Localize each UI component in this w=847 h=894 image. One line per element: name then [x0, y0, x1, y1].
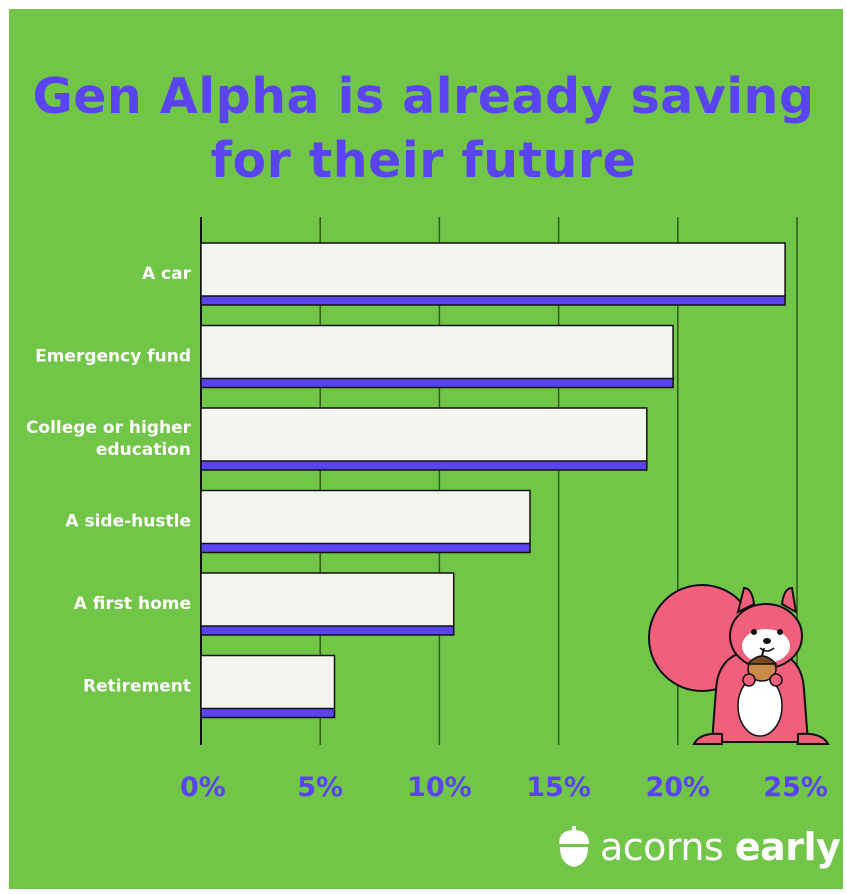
brand-word-early: early — [734, 825, 841, 869]
x-tick-label: 25% — [763, 772, 828, 803]
x-tick-labels: 0% 5% 10% 15% 20% 25% — [180, 772, 828, 803]
category-label: A first home — [74, 594, 191, 614]
x-tick-label: 0% — [180, 772, 226, 803]
category-labels: A car Emergency fund College or highereduc… — [26, 264, 192, 697]
chart-title-line2: for their future — [210, 132, 637, 189]
squirrel-mascot-icon — [648, 584, 830, 745]
bar — [200, 572, 455, 627]
bar — [200, 489, 531, 545]
category-label: College or higher — [26, 418, 192, 438]
brand-word-acorns: acorns — [600, 825, 724, 869]
x-tick-label: 10% — [407, 772, 472, 803]
brand-wordmark: acorns early — [600, 825, 841, 869]
category-label: Emergency fund — [35, 347, 191, 367]
category-label: education — [96, 440, 191, 460]
chart-title-line1: Gen Alpha is already saving — [32, 68, 815, 125]
x-tick-label: 20% — [645, 772, 710, 803]
category-label: A car — [142, 264, 192, 284]
acorn-icon — [559, 826, 589, 867]
x-tick-label: 15% — [526, 772, 591, 803]
bars — [200, 242, 786, 719]
bar — [200, 654, 336, 710]
brand-logo: acorns early — [556, 822, 841, 872]
bar — [200, 242, 786, 297]
category-label: A side-hustle — [65, 512, 191, 532]
bar — [200, 324, 674, 380]
x-tick-label: 5% — [297, 772, 343, 803]
bar — [200, 407, 648, 462]
category-label: Retirement — [83, 677, 191, 697]
